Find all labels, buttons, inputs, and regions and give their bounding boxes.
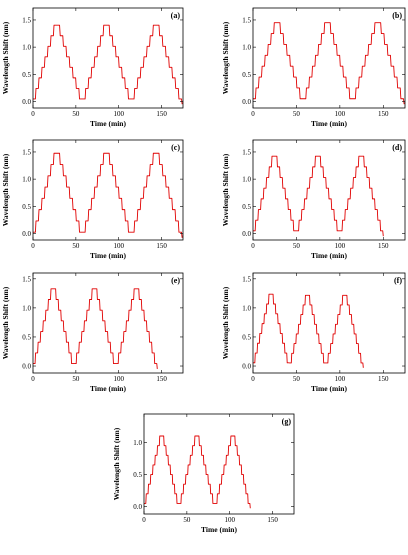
series-line (33, 24, 183, 105)
x-tick-label: 0 (142, 516, 146, 524)
y-tick-label: 0.0 (22, 363, 31, 371)
y-axis-label: Wavelength Shift (nm) (1, 153, 10, 226)
y-tick-label: 1.0 (22, 44, 31, 52)
panel-label: (e) (171, 276, 180, 285)
y-tick-label: 1.0 (22, 176, 31, 184)
y-tick-label: 1.5 (22, 275, 31, 283)
y-tick-label: 1.5 (242, 148, 251, 156)
y-axis-label: Wavelength Shift (nm) (221, 21, 230, 94)
x-tick-label: 0 (251, 110, 255, 118)
x-tick-label: 0 (251, 375, 255, 383)
chart-panel: 0 50 100 150 0.0 0.5 1.0 1.5 Time (min) Wavelengt… (1, 139, 184, 260)
x-tick-label: 100 (113, 242, 124, 250)
y-axis-label: Wavelength Shift (nm) (221, 153, 230, 226)
panel-label: (g) (282, 417, 292, 426)
x-axis-label: Time (min) (90, 251, 126, 260)
y-tick-label: 0.5 (242, 203, 251, 211)
y-tick-label: 0.0 (242, 230, 251, 238)
y-tick-label: 1.0 (242, 44, 251, 52)
panel-label: (b) (392, 11, 402, 20)
x-axis-label: Time (min) (201, 525, 237, 534)
x-tick-label: 0 (31, 375, 35, 383)
y-tick-label: 0.0 (242, 363, 251, 371)
x-tick-label: 0 (31, 110, 35, 118)
plot-frame (32, 272, 184, 374)
x-tick-label: 100 (335, 375, 346, 383)
x-tick-label: 150 (156, 375, 167, 383)
chart-panel: 0 50 100 150 0.0 0.5 1.0 1.5 Time (min) Wavelengt… (1, 7, 184, 128)
y-tick-label: 1.0 (22, 304, 31, 312)
y-axis-label: Wavelength Shift (nm) (1, 286, 10, 359)
y-tick-label: 0.5 (22, 333, 31, 341)
y-tick-label: 0.0 (242, 98, 251, 106)
x-tick-label: 50 (72, 110, 80, 118)
x-tick-label: 150 (378, 242, 389, 250)
x-tick-label: 150 (378, 375, 389, 383)
x-tick-label: 0 (31, 242, 35, 250)
y-tick-label: 1.5 (22, 148, 31, 156)
plot-frame (32, 7, 184, 109)
y-tick-label: 0.5 (22, 203, 31, 211)
chart-panel: 0 50 100 150 0.0 0.5 1.0 1.5 Time (min) Wavelengt… (1, 272, 184, 393)
chart-panel: 0 50 100 150 0.0 0.5 1.0 1.5 Time (min) Wavelengt… (221, 7, 406, 128)
y-axis-label: Wavelength Shift (nm) (1, 21, 10, 94)
y-tick-label: 0.0 (22, 230, 31, 238)
y-tick-label: 0.5 (242, 71, 251, 79)
x-axis-label: Time (min) (90, 119, 126, 128)
x-tick-label: 100 (335, 242, 346, 250)
x-tick-label: 50 (293, 110, 301, 118)
panel-label: (c) (171, 143, 180, 152)
series-line (253, 155, 384, 237)
x-tick-label: 50 (293, 242, 301, 250)
y-tick-label: 0.0 (22, 98, 31, 106)
y-axis-label: Wavelength Shift (nm) (221, 286, 230, 359)
x-tick-label: 100 (113, 375, 124, 383)
series-line (33, 288, 158, 369)
y-tick-label: 1.0 (133, 439, 142, 447)
y-tick-label: 1.5 (242, 16, 251, 24)
chart-panel: 0 50 100 150 0.0 0.5 1.0 1.5 Time (min) Wavelengt… (221, 272, 406, 393)
plot-frame (252, 7, 406, 109)
y-tick-label: 0.5 (22, 71, 31, 79)
plot-frame (143, 413, 295, 515)
series-line (144, 435, 251, 509)
plot-frame (32, 139, 184, 241)
x-tick-label: 50 (293, 375, 301, 383)
x-tick-label: 100 (335, 110, 346, 118)
plot-frame (252, 139, 406, 241)
series-line (33, 152, 183, 238)
x-tick-label: 50 (72, 375, 80, 383)
y-tick-label: 1.0 (242, 176, 251, 184)
x-axis-label: Time (min) (311, 251, 347, 260)
chart-panel: 0 50 100 150 0.0 0.5 1.0 1.5 Time (min) Wavelengt… (221, 139, 406, 260)
y-tick-label: 0.0 (133, 503, 142, 511)
x-axis-label: Time (min) (311, 119, 347, 128)
series-line (253, 293, 364, 368)
x-tick-label: 150 (156, 242, 167, 250)
y-tick-label: 0.5 (133, 471, 142, 479)
x-tick-label: 50 (72, 242, 80, 250)
x-tick-label: 150 (156, 110, 167, 118)
x-tick-label: 50 (183, 516, 191, 524)
x-tick-label: 100 (224, 516, 235, 524)
series-line (253, 22, 405, 105)
plot-frame (252, 272, 406, 374)
panel-label: (a) (171, 11, 181, 20)
x-tick-label: 150 (378, 110, 389, 118)
x-tick-label: 100 (113, 110, 124, 118)
y-tick-label: 0.5 (242, 333, 251, 341)
x-axis-label: Time (min) (311, 384, 347, 393)
y-axis-label: Wavelength Shift (nm) (112, 427, 121, 500)
x-axis-label: Time (min) (90, 384, 126, 393)
y-tick-label: 1.0 (242, 304, 251, 312)
panel-label: (f) (394, 276, 402, 285)
y-tick-label: 1.5 (22, 16, 31, 24)
chart-panel: 0 50 100 150 0.0 0.5 1.0 Time (min) Wavelength S… (112, 413, 295, 534)
y-tick-label: 1.5 (242, 275, 251, 283)
x-tick-label: 150 (267, 516, 278, 524)
panel-label: (d) (392, 143, 402, 152)
x-tick-label: 0 (251, 242, 255, 250)
